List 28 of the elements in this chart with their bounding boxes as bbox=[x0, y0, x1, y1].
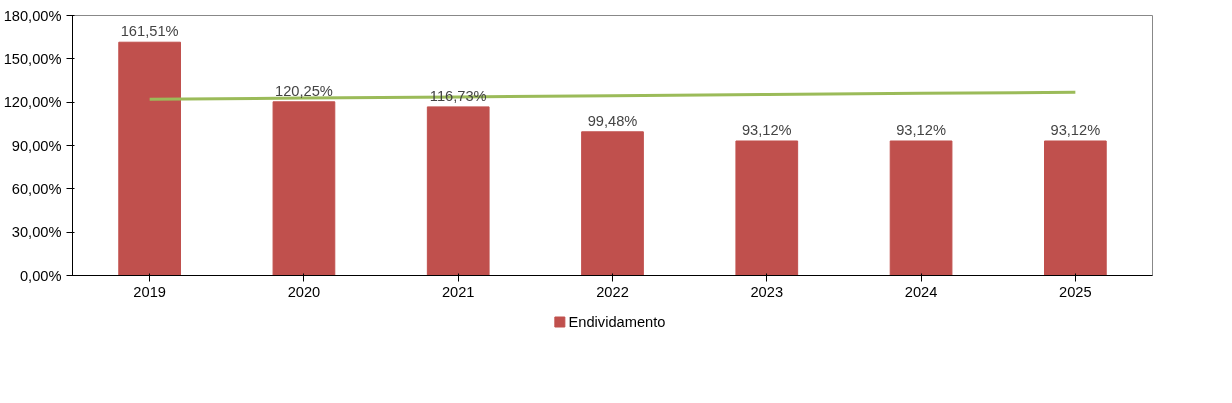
y-tick-label: 30,00% bbox=[11, 224, 62, 241]
data-label: 161,51% bbox=[120, 23, 179, 40]
data-label: 93,12% bbox=[1050, 121, 1101, 138]
data-label: 93,12% bbox=[896, 121, 946, 138]
y-tick-label: 120,00% bbox=[3, 94, 62, 111]
x-tick-label: 2019 bbox=[133, 283, 166, 300]
data-label: 120,25% bbox=[275, 82, 333, 99]
bar bbox=[735, 140, 799, 276]
bar bbox=[118, 41, 181, 276]
data-label: 93,12% bbox=[741, 121, 792, 138]
y-tick-label: 60,00% bbox=[11, 180, 62, 197]
y-tick-label: 0,00% bbox=[19, 267, 62, 284]
bar bbox=[581, 131, 644, 276]
bar bbox=[272, 101, 336, 276]
bar bbox=[1044, 140, 1107, 276]
legend-label: Endividamento bbox=[568, 314, 666, 330]
y-tick-label: 180,00% bbox=[3, 7, 62, 24]
x-tick-label: 2021 bbox=[441, 283, 475, 300]
x-tick-label: 2023 bbox=[750, 283, 784, 300]
x-tick-label: 2020 bbox=[287, 283, 321, 300]
y-tick-label: 90,00% bbox=[11, 137, 62, 154]
y-tick-label: 150,00% bbox=[3, 50, 62, 67]
x-tick-label: 2022 bbox=[596, 283, 629, 300]
bar bbox=[426, 106, 490, 276]
x-tick-label: 2024 bbox=[904, 283, 938, 300]
x-tick-label: 2025 bbox=[1059, 283, 1092, 300]
data-label: 99,48% bbox=[587, 112, 638, 129]
bar bbox=[889, 140, 953, 276]
